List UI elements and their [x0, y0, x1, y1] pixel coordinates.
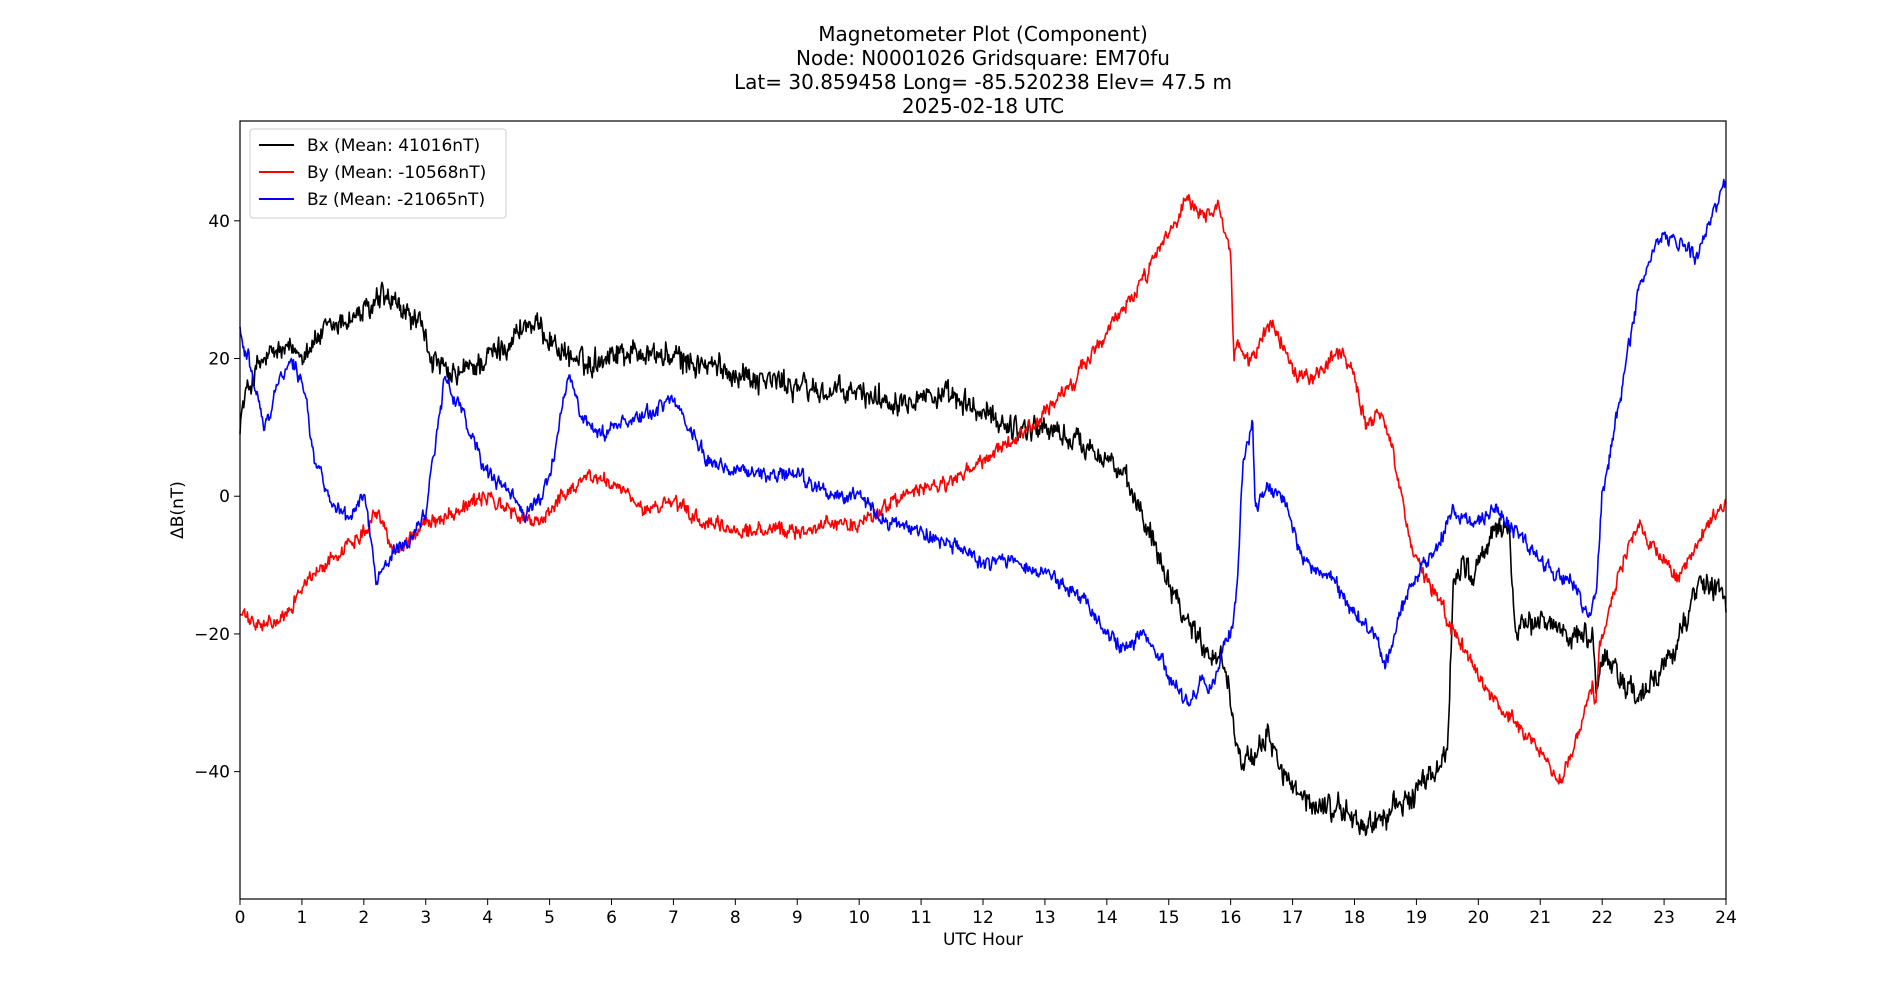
x-tick-label: 7	[668, 908, 679, 928]
x-tick-label: 19	[1406, 908, 1428, 928]
x-tick-label: 12	[972, 908, 994, 928]
chart-title-line: Magnetometer Plot (Component)	[818, 22, 1148, 46]
legend-box	[249, 128, 507, 219]
x-tick-label: 0	[235, 908, 246, 928]
y-axis: −40 −20 0 20 40	[194, 212, 240, 783]
legend-label: By (Mean: -10568nT)	[307, 163, 486, 183]
legend-label: Bx (Mean: 41016nT)	[307, 136, 480, 156]
legend-label: Bz (Mean: -21065nT)	[307, 190, 485, 210]
x-tick-label: 6	[606, 908, 617, 928]
series-layer	[239, 178, 1727, 837]
chart-title: Magnetometer Plot (Component) Node: N000…	[734, 22, 1232, 118]
x-tick-label: 3	[420, 908, 431, 928]
x-tick-label: 23	[1653, 908, 1675, 928]
chart-title-line: Node: N0001026 Gridsquare: EM70fu	[796, 46, 1170, 70]
x-axis-label: UTC Hour	[943, 930, 1023, 950]
series-line-by	[239, 193, 1727, 785]
x-tick-label: 14	[1096, 908, 1118, 928]
x-axis: 0 1 2 3 4 5 6 7 8 9 10 11 12 13 14 15 16 17 18 19 20 21 22 23 24	[235, 899, 1737, 928]
y-tick-label: −40	[194, 763, 230, 783]
y-tick-label: −20	[194, 625, 230, 645]
x-tick-label: 16	[1220, 908, 1242, 928]
x-tick-label: 1	[297, 908, 308, 928]
x-tick-label: 21	[1529, 908, 1551, 928]
x-tick-label: 8	[730, 908, 741, 928]
x-tick-label: 4	[482, 908, 493, 928]
x-tick-label: 17	[1282, 908, 1304, 928]
y-tick-label: 40	[208, 212, 230, 232]
x-tick-label: 22	[1591, 908, 1613, 928]
x-tick-label: 2	[358, 908, 369, 928]
x-tick-label: 10	[848, 908, 870, 928]
chart-title-line: Lat= 30.859458 Long= -85.520238 Elev= 47…	[734, 70, 1232, 94]
x-tick-label: 20	[1468, 908, 1490, 928]
x-tick-label: 15	[1158, 908, 1180, 928]
series-line-bz	[239, 178, 1727, 707]
x-tick-label: 9	[792, 908, 803, 928]
legend: Bx (Mean: 41016nT) By (Mean: -10568nT) Bz …	[249, 128, 507, 219]
x-tick-label: 5	[544, 908, 555, 928]
x-tick-label: 13	[1034, 908, 1056, 928]
x-tick-label: 11	[910, 908, 932, 928]
x-tick-label: 24	[1715, 908, 1737, 928]
y-axis-label: ΔB(nT)	[168, 481, 188, 539]
y-tick-label: 20	[208, 350, 230, 370]
x-tick-label: 18	[1344, 908, 1366, 928]
chart-title-line: 2025-02-18 UTC	[902, 94, 1064, 118]
y-tick-label: 0	[219, 487, 230, 507]
series-line-bx	[239, 281, 1727, 837]
